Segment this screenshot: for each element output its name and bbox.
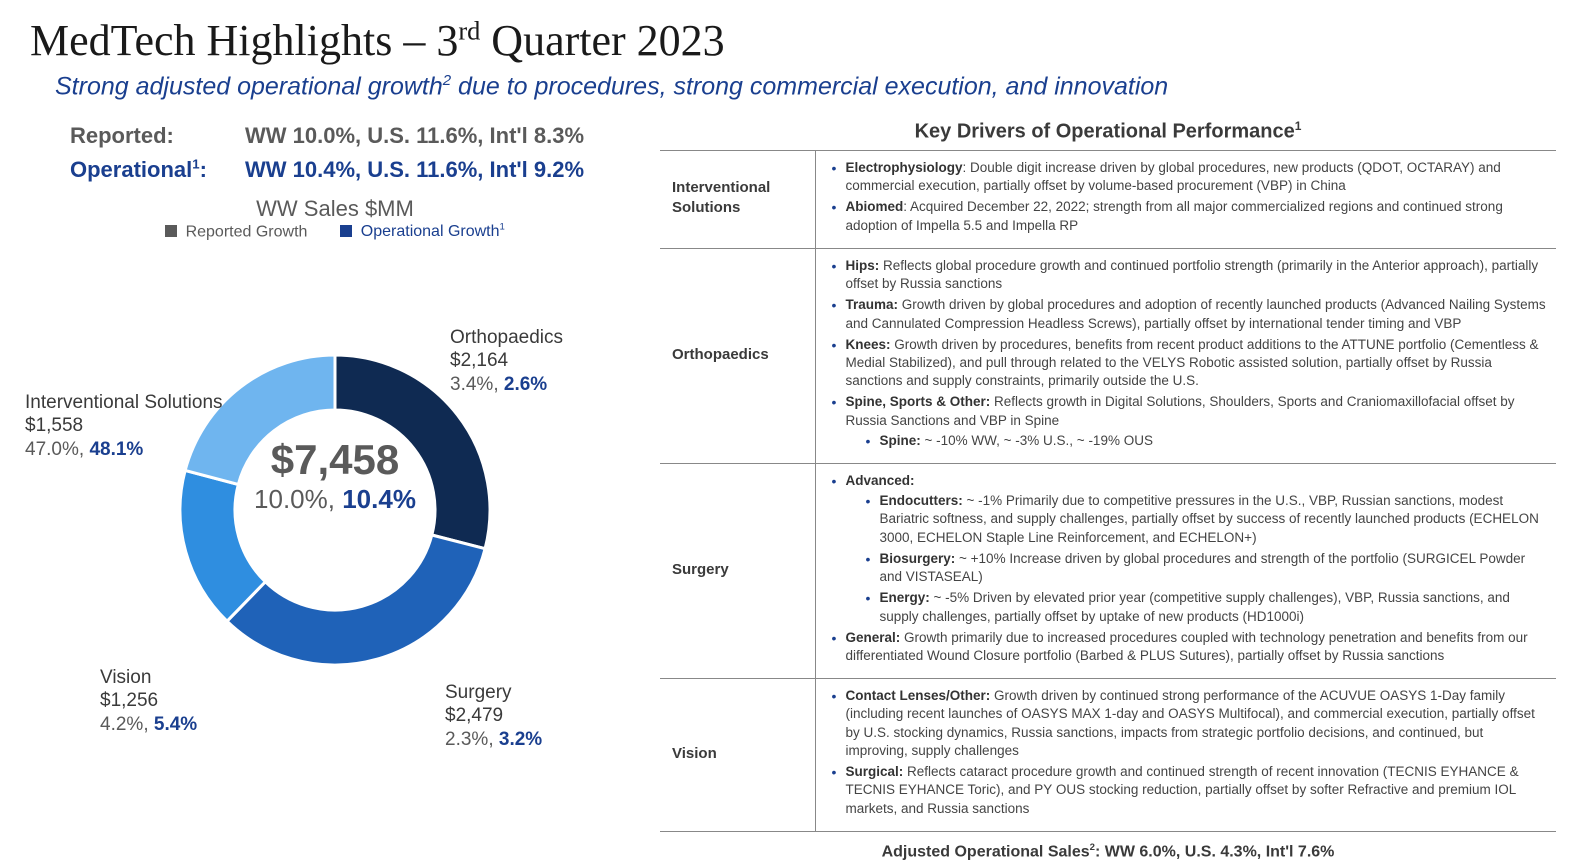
key-drivers-items: Contact Lenses/Other: Growth driven by c… [815, 679, 1556, 832]
key-drivers-category: Surgery [660, 464, 815, 679]
metrics-operational-value: WW 10.4%, U.S. 11.6%, Int'l 9.2% [245, 153, 584, 187]
key-drivers-row: OrthopaedicsHips: Reflects global proced… [660, 248, 1556, 463]
page-subtitle: Strong adjusted operational growth2 due … [55, 72, 1556, 101]
donut-total-reported: 10.0% [254, 484, 328, 514]
metrics-block: Reported: WW 10.0%, U.S. 11.6%, Int'l 8.… [70, 119, 640, 187]
key-drivers-row: SurgeryAdvanced:Endocutters: ~ -1% Prima… [660, 464, 1556, 679]
metrics-operational-label: Operational1: [70, 153, 245, 187]
segment-label-vision: Vision$1,2564.2%, 5.4% [100, 666, 197, 737]
key-drivers-items: Electrophysiology: Double digit increase… [815, 150, 1556, 248]
legend-reported-label: Reported Growth [186, 223, 308, 240]
chart-legend: Reported Growth Operational Growth1 [30, 222, 640, 241]
legend-operational-label: Operational Growth1 [361, 223, 505, 240]
key-drivers-items: Advanced:Endocutters: ~ -1% Primarily du… [815, 464, 1556, 679]
key-drivers-heading: Key Drivers of Operational Performance1 [660, 119, 1556, 144]
segment-label-interventional: Interventional Solutions$1,55847.0%, 48.… [25, 391, 223, 462]
legend-reported-swatch [165, 225, 177, 237]
key-drivers-category: Interventional Solutions [660, 150, 815, 248]
key-drivers-table: Interventional SolutionsElectrophysiolog… [660, 150, 1556, 832]
donut-chart: WW Sales $MM Reported Growth Operational… [30, 196, 640, 756]
metrics-reported-label: Reported: [70, 119, 245, 153]
donut-slice-surgery [227, 535, 485, 665]
key-drivers-category: Vision [660, 679, 815, 832]
legend-operational-swatch [340, 225, 352, 237]
segment-label-orthopaedics: Orthopaedics$2,1643.4%, 2.6% [450, 326, 563, 397]
metrics-reported-value: WW 10.0%, U.S. 11.6%, Int'l 8.3% [245, 119, 584, 153]
chart-title: WW Sales $MM [30, 196, 640, 222]
page-title: MedTech Highlights – 3rd Quarter 2023 [30, 15, 1556, 66]
donut-total-operational: 10.4% [342, 484, 416, 514]
segment-label-surgery: Surgery$2,4792.3%, 3.2% [445, 681, 542, 752]
key-drivers-row: Interventional SolutionsElectrophysiolog… [660, 150, 1556, 248]
key-drivers-items: Hips: Reflects global procedure growth a… [815, 248, 1556, 463]
key-drivers-category: Orthopaedics [660, 248, 815, 463]
key-drivers-row: VisionContact Lenses/Other: Growth drive… [660, 679, 1556, 832]
key-drivers-footer: Adjusted Operational Sales2: WW 6.0%, U.… [660, 842, 1556, 861]
